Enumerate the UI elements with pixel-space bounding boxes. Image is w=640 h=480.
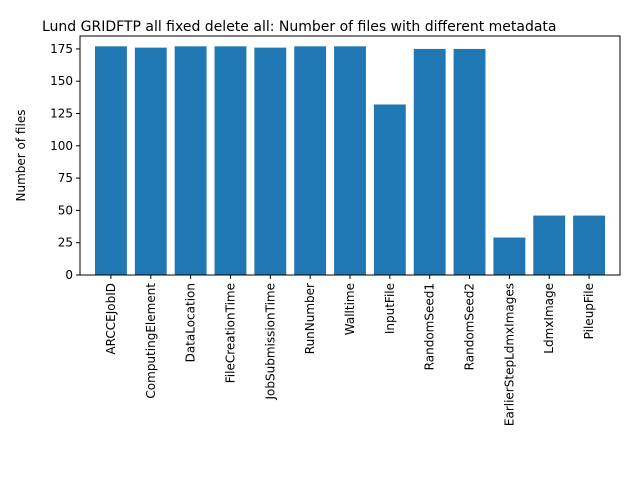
x-tick-label: RandomSeed2 — [463, 283, 477, 370]
bar — [413, 48, 446, 276]
y-tick-label: 75 — [58, 171, 73, 185]
bar — [573, 215, 605, 275]
x-tick-label: FileCreationTime — [223, 283, 237, 383]
bar — [214, 46, 247, 275]
bar — [493, 237, 526, 275]
y-tick-label: 0 — [65, 268, 73, 282]
y-tick-label: 175 — [50, 42, 73, 56]
bar — [453, 48, 486, 276]
y-tick-label: 125 — [50, 107, 73, 121]
x-tick-label: RandomSeed1 — [423, 283, 437, 370]
x-axis: ARCCEJobID ComputingElement DataLocation Fi… — [104, 275, 596, 426]
y-tick-label: 25 — [58, 236, 73, 250]
x-tick-label: RunNumber — [303, 283, 317, 354]
bar — [294, 46, 327, 275]
bar — [134, 47, 167, 275]
x-tick-label: LdmxImage — [542, 283, 556, 354]
x-tick-label: ARCCEJobID — [104, 283, 118, 355]
x-tick-label: JobSubmissionTime — [263, 283, 277, 401]
x-tick-label: DataLocation — [184, 283, 198, 362]
x-tick-label: ComputingElement — [144, 283, 158, 399]
bar — [533, 215, 566, 275]
x-tick-label: InputFile — [383, 283, 397, 334]
bar — [254, 47, 287, 275]
chart-title: Lund GRIDFTP all fixed delete all: Numbe… — [42, 19, 557, 35]
y-axis-label: Number of files — [14, 110, 28, 202]
x-tick-label: PileupFile — [582, 283, 596, 339]
bar — [334, 46, 366, 275]
plot-frame — [79, 35, 621, 276]
y-axis: 0 25 50 75 100 125 150 175 — [50, 42, 80, 282]
x-tick-label: Walltime — [343, 283, 357, 335]
x-tick-label: EarlierStepLdmxImages — [502, 283, 516, 426]
bars-group — [95, 46, 605, 276]
y-tick-label: 100 — [50, 139, 73, 153]
bar — [174, 46, 207, 275]
y-tick-label: 50 — [58, 203, 73, 217]
bar — [373, 104, 406, 275]
bar — [95, 46, 127, 275]
y-tick-label: 150 — [50, 74, 73, 88]
